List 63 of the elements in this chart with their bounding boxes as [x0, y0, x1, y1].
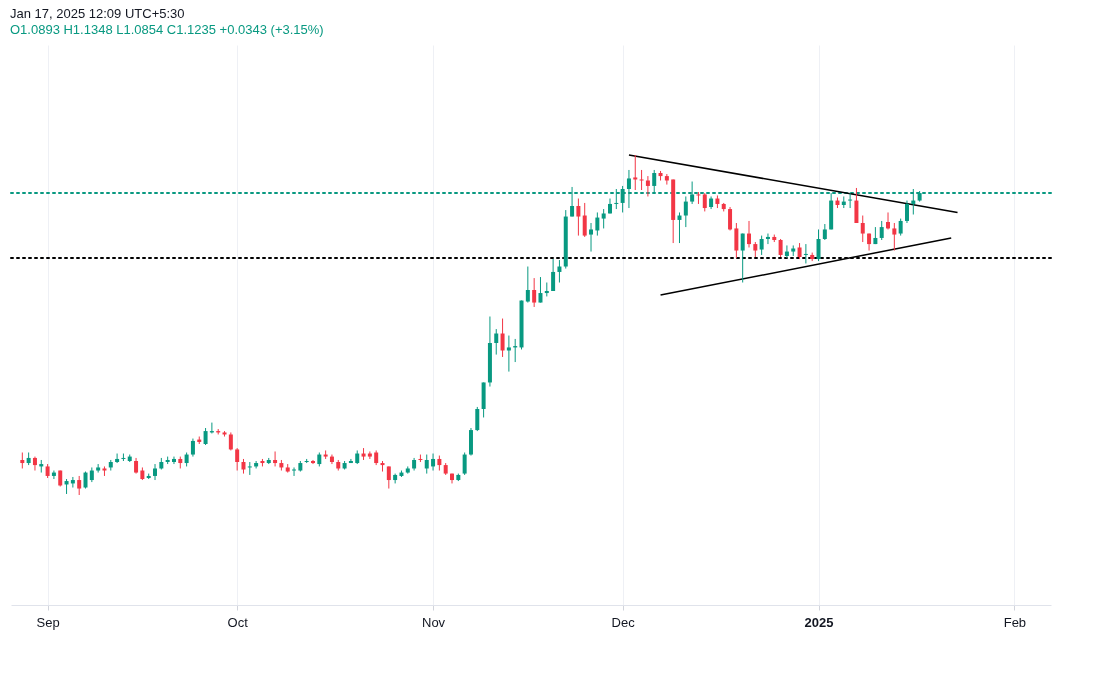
candlestick	[247, 461, 252, 476]
x-tick-label: Feb	[1003, 614, 1027, 630]
candlestick	[190, 438, 195, 458]
candlestick	[595, 211, 600, 237]
candlestick	[803, 243, 808, 264]
candlestick	[506, 335, 511, 373]
candlestick	[367, 450, 372, 460]
candlestick	[639, 169, 644, 191]
candlestick	[475, 406, 480, 432]
candlestick	[904, 200, 909, 224]
candlestick	[386, 465, 391, 490]
chart-subtitle: O1.0893 H1.1348 L1.0854 C1.1235 +0.0343 (+3.15%)	[10, 22, 324, 37]
candlestick	[860, 215, 865, 243]
candlestick	[115, 453, 120, 464]
candlestick	[879, 220, 884, 241]
candlestick	[816, 228, 821, 262]
candlestick	[500, 318, 505, 358]
candlestick	[235, 447, 240, 472]
candlestick	[854, 187, 859, 224]
candlestick	[759, 235, 764, 256]
candlestick	[273, 450, 278, 467]
candlestick	[310, 459, 315, 465]
x-tick-label: Sep	[36, 614, 60, 630]
candlestick	[96, 463, 101, 474]
x-tick-label: Oct	[227, 614, 249, 630]
candlestick	[683, 195, 688, 228]
candlestick	[77, 475, 82, 496]
candlestick	[348, 458, 353, 464]
candlestick	[747, 220, 752, 248]
candlestick	[228, 431, 233, 451]
candlestick	[32, 456, 37, 472]
candlestick	[778, 238, 783, 258]
candlestick	[153, 463, 158, 481]
candlestick	[645, 175, 650, 197]
candlestick	[171, 456, 176, 465]
candlestick	[589, 222, 594, 253]
x-tick-label: 2025	[804, 614, 834, 630]
x-tick-label: Nov	[421, 614, 446, 630]
candlestick	[886, 211, 891, 230]
candlestick	[702, 192, 707, 212]
candlestick	[494, 328, 499, 356]
candlestick	[734, 222, 739, 259]
candlestick	[557, 259, 562, 283]
candlestick	[696, 191, 701, 205]
candlestick	[892, 222, 897, 252]
candlestick	[462, 452, 467, 476]
candlestick	[633, 154, 638, 191]
candlestick	[551, 258, 556, 292]
candlestick	[576, 198, 581, 237]
candlestick	[582, 202, 587, 238]
candlestick	[424, 454, 429, 475]
candlestick	[728, 206, 733, 231]
candlestick	[664, 173, 669, 186]
candlestick	[765, 233, 770, 245]
candlestick	[538, 276, 543, 304]
candlestick	[740, 233, 745, 283]
candlestick	[292, 466, 297, 477]
candlestick	[601, 208, 606, 229]
x-tick-label: Dec	[611, 614, 636, 630]
candlestick	[532, 277, 537, 308]
chart-title: Jan 17, 2025 12:09 UTC+5:30	[10, 6, 185, 21]
candlestick	[431, 453, 436, 472]
candlestick	[525, 266, 530, 304]
